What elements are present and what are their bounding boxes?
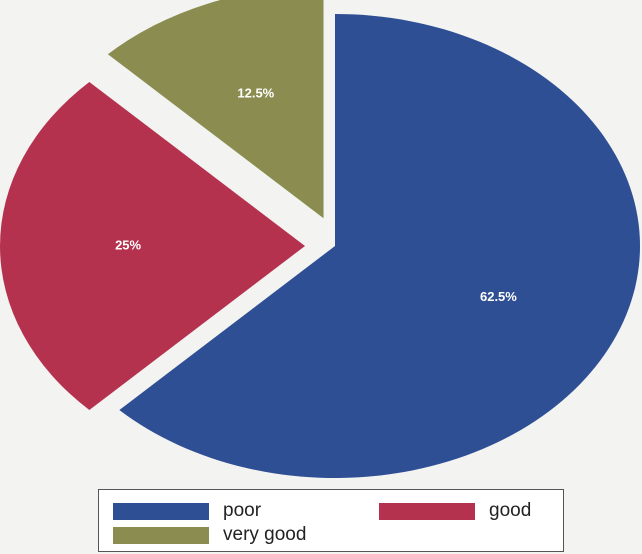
pie-slice-very-good xyxy=(107,0,324,219)
slice-label-very-good: 12.5% xyxy=(237,85,274,100)
legend: poor good very good xyxy=(98,489,564,552)
pie-slice-good xyxy=(0,81,305,411)
slice-label-poor: 62.5% xyxy=(480,289,517,304)
slice-label-good: 25% xyxy=(115,237,141,252)
legend-item-good: good xyxy=(379,500,531,522)
legend-swatch-very-good xyxy=(113,526,209,544)
legend-item-very-good: very good xyxy=(113,524,306,546)
legend-swatch-poor xyxy=(113,502,209,520)
pie-slice-poor xyxy=(119,14,641,478)
legend-label-good: good xyxy=(489,500,532,521)
legend-label-poor: poor xyxy=(223,500,262,521)
legend-label-very-good: very good xyxy=(223,524,307,545)
legend-item-poor: poor xyxy=(113,500,261,522)
legend-swatch-good xyxy=(379,502,475,520)
pie-chart: 62.5% 25% 12.5% xyxy=(0,0,641,478)
